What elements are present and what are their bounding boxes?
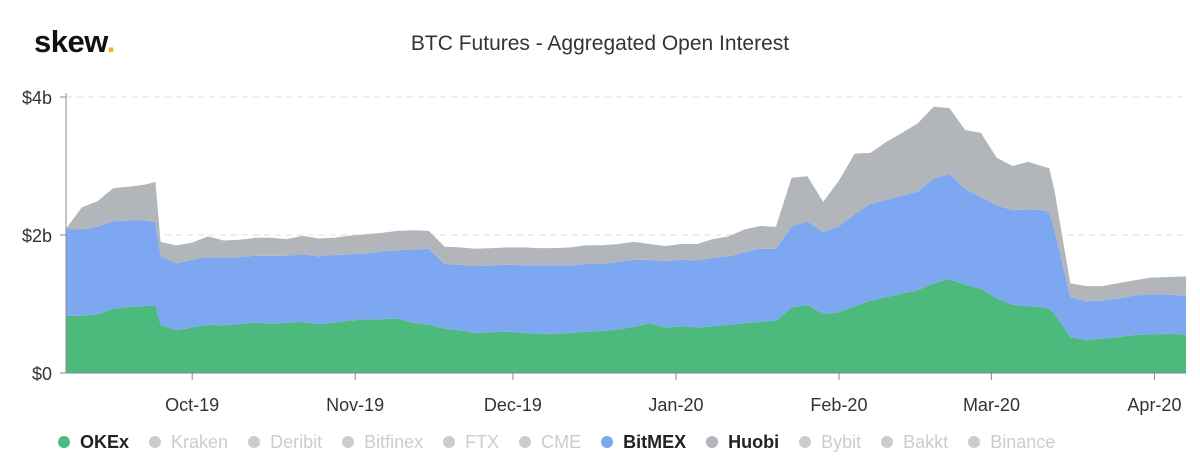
legend-label: Bitfinex — [364, 431, 424, 452]
skew-logo: skew. — [34, 24, 116, 59]
x-tick-label: Feb-20 — [810, 395, 867, 415]
legend-item-bybit[interactable]: Bybit — [799, 432, 861, 453]
legend-label: Huobi — [728, 431, 780, 452]
legend-label: OKEx — [80, 431, 130, 452]
legend-item-bakkt[interactable]: Bakkt — [881, 432, 948, 453]
x-tick-label: Jan-20 — [648, 395, 703, 415]
legend-label: CME — [541, 431, 582, 452]
legend-item-deribit[interactable]: Deribit — [248, 432, 322, 453]
legend-swatch — [342, 436, 355, 448]
legend-label: Kraken — [171, 431, 229, 452]
legend-label: Bakkt — [903, 431, 949, 452]
legend-label: BitMEX — [623, 431, 687, 452]
legend-swatch — [149, 436, 162, 448]
y-tick-label: $4b — [22, 88, 52, 108]
legend-item-bitmex[interactable]: BitMEX — [601, 432, 686, 453]
legend-item-bitfinex[interactable]: Bitfinex — [342, 432, 423, 453]
legend-item-okex[interactable]: OKEx — [58, 432, 129, 453]
legend-swatch — [706, 436, 719, 448]
legend-swatch — [443, 436, 456, 448]
legend-swatch — [519, 436, 532, 448]
legend-swatch — [968, 436, 981, 448]
series-area-okex — [66, 279, 1186, 373]
open-interest-chart: $0 $2b $4b Oct-19 Nov-19 Dec-19 Jan-20 Feb-20 Ma… — [22, 88, 1186, 415]
legend-swatch — [799, 436, 812, 448]
series-area-bitmex — [66, 174, 1186, 340]
chart-title: BTC Futures - Aggregated Open Interest — [410, 32, 790, 55]
legend-item-binance[interactable]: Binance — [968, 432, 1055, 453]
y-tick-label: $2b — [22, 226, 52, 246]
x-tick-label: Dec-19 — [484, 395, 542, 415]
x-tick-label: Nov-19 — [326, 395, 384, 415]
legend-label: Binance — [990, 431, 1056, 452]
chart-legend: OKEx Kraken Deribit Bitfinex FTX CME BitMEX Huo… — [58, 430, 1075, 454]
legend-item-cme[interactable]: CME — [519, 432, 581, 453]
legend-label: Deribit — [270, 431, 323, 452]
legend-item-ftx[interactable]: FTX — [443, 432, 499, 453]
y-tick-label: $0 — [32, 364, 52, 384]
x-tick-label: Apr-20 — [1127, 395, 1181, 415]
x-tick-label: Mar-20 — [963, 395, 1020, 415]
logo-dot: . — [106, 24, 116, 59]
legend-label: Bybit — [821, 431, 862, 452]
legend-swatch — [601, 436, 614, 448]
legend-label: FTX — [465, 431, 500, 452]
x-tick-label: Oct-19 — [165, 395, 219, 415]
legend-item-huobi[interactable]: Huobi — [706, 432, 779, 453]
legend-swatch — [248, 436, 261, 448]
legend-swatch — [881, 436, 894, 448]
legend-item-kraken[interactable]: Kraken — [149, 432, 228, 453]
series-area-huobi — [66, 106, 1186, 302]
legend-swatch — [58, 436, 70, 448]
